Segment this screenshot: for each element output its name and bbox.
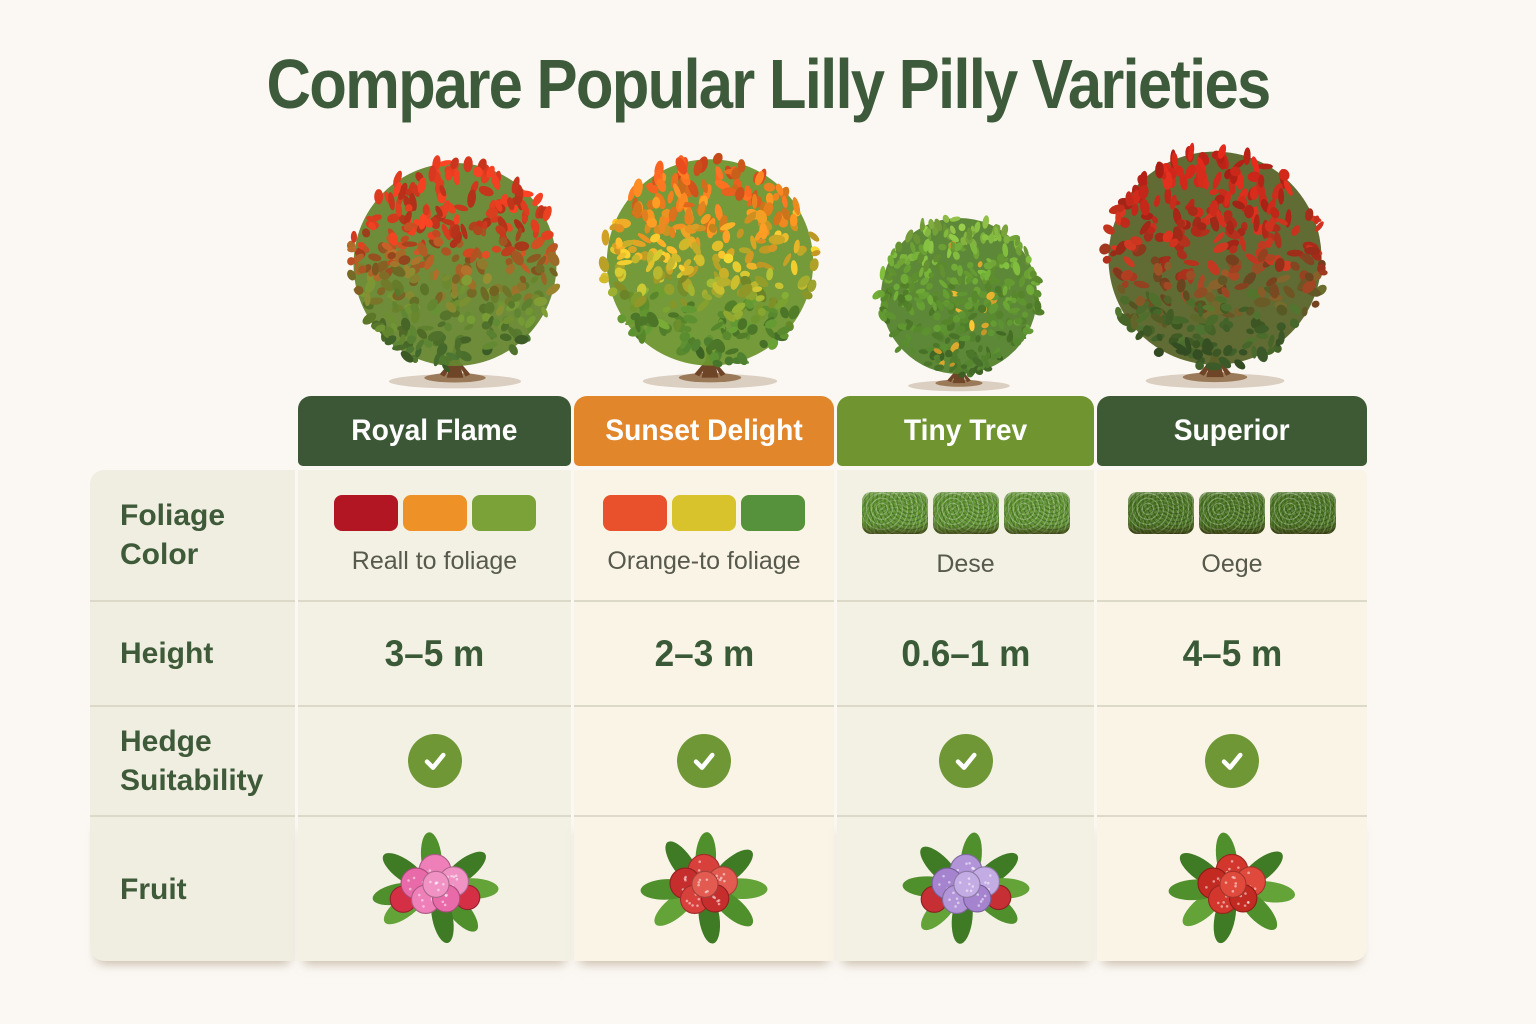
fruit-cell-tiny-trev xyxy=(837,815,1094,961)
foliage-color-swatch xyxy=(603,494,667,531)
height-cell-sunset-delight: 2–3 m xyxy=(574,600,834,705)
foliage-caption: Orange-to foliage xyxy=(607,546,801,575)
height-value: 0.6–1 m xyxy=(901,632,1030,674)
hedge-cell-royal-flame xyxy=(298,705,571,815)
checkmark-icon xyxy=(938,734,993,788)
fruit-cell-royal-flame xyxy=(298,815,571,961)
foliage-color-swatch xyxy=(402,494,467,531)
hedge-cell-superior xyxy=(1097,705,1367,815)
tiny-trev-bush-illustration xyxy=(872,214,1045,392)
fruit-cluster-illustration xyxy=(1168,832,1295,944)
hedge-texture-swatch xyxy=(1199,491,1265,534)
fruit-cell-superior xyxy=(1097,815,1367,961)
foliage-swatch-row xyxy=(333,494,536,531)
hedge-cell-sunset-delight xyxy=(574,705,834,815)
foliage-caption: Reall to foliage xyxy=(351,546,518,575)
royal-flame-bush-illustration xyxy=(346,155,561,389)
foliage-color-swatch xyxy=(471,494,536,531)
hedge-texture-swatch xyxy=(1270,491,1336,534)
column-header-sunset-delight: Sunset Delight xyxy=(574,396,834,466)
foliage-color-swatch xyxy=(672,494,736,531)
row-label-fruit: Fruit xyxy=(90,815,295,961)
superior-bush-illustration xyxy=(1099,142,1328,389)
foliage-swatch-row xyxy=(603,494,805,531)
column-header-label: Superior xyxy=(1174,414,1290,447)
foliage-cell-sunset-delight: Orange-to foliage xyxy=(574,470,834,600)
foliage-cell-tiny-trev: Dese xyxy=(837,470,1094,600)
column-header-tiny-trev: Tiny Trev xyxy=(837,396,1094,466)
checkmark-icon xyxy=(407,734,462,788)
fruit-cluster-illustration xyxy=(902,832,1029,944)
fruit-cluster-illustration xyxy=(372,832,498,944)
checkmark-icon xyxy=(677,734,731,788)
foliage-color-swatch xyxy=(333,494,398,531)
foliage-caption: Oege xyxy=(1201,549,1263,578)
sunset-delight-bush-illustration xyxy=(598,152,821,389)
row-label-height: Height xyxy=(90,600,295,705)
hedge-texture-swatch xyxy=(1128,491,1194,534)
hedge-texture-swatch xyxy=(861,491,928,534)
height-cell-royal-flame: 3–5 m xyxy=(298,600,571,705)
foliage-cell-superior: Oege xyxy=(1097,470,1367,600)
row-label-foliage-color: Foliage Color xyxy=(90,470,295,600)
hedge-texture-swatch xyxy=(1003,491,1070,534)
checkmark-icon xyxy=(1205,734,1259,788)
foliage-color-swatch xyxy=(741,494,805,531)
hedge-texture-swatch xyxy=(932,491,999,534)
column-header-label: Royal Flame xyxy=(351,414,518,447)
height-cell-superior: 4–5 m xyxy=(1097,600,1367,705)
column-header-label: Tiny Trev xyxy=(903,414,1028,447)
fruit-cell-sunset-delight xyxy=(574,815,834,961)
height-cell-tiny-trev: 0.6–1 m xyxy=(837,600,1094,705)
foliage-caption: Dese xyxy=(936,549,995,578)
page-title: Compare Popular Lilly Pilly Varieties xyxy=(266,45,1271,123)
height-value: 3–5 m xyxy=(384,632,485,674)
height-value: 4–5 m xyxy=(1182,632,1282,674)
foliage-cell-royal-flame: Reall to foliage xyxy=(298,470,571,600)
column-header-label: Sunset Delight xyxy=(605,414,803,447)
header-spacer xyxy=(90,396,295,470)
foliage-swatch-row xyxy=(1128,491,1336,534)
row-label-hedge-suitability: Hedge Suitability xyxy=(90,705,295,815)
hedge-cell-tiny-trev xyxy=(837,705,1094,815)
fruit-cluster-illustration xyxy=(640,832,768,944)
height-value: 2–3 m xyxy=(654,632,754,674)
column-header-superior: Superior xyxy=(1097,396,1367,466)
comparison-table: Royal Flame Sunset Delight Tiny Trev Sup… xyxy=(90,396,1367,961)
foliage-swatch-row xyxy=(861,491,1070,534)
column-header-royal-flame: Royal Flame xyxy=(298,396,571,466)
